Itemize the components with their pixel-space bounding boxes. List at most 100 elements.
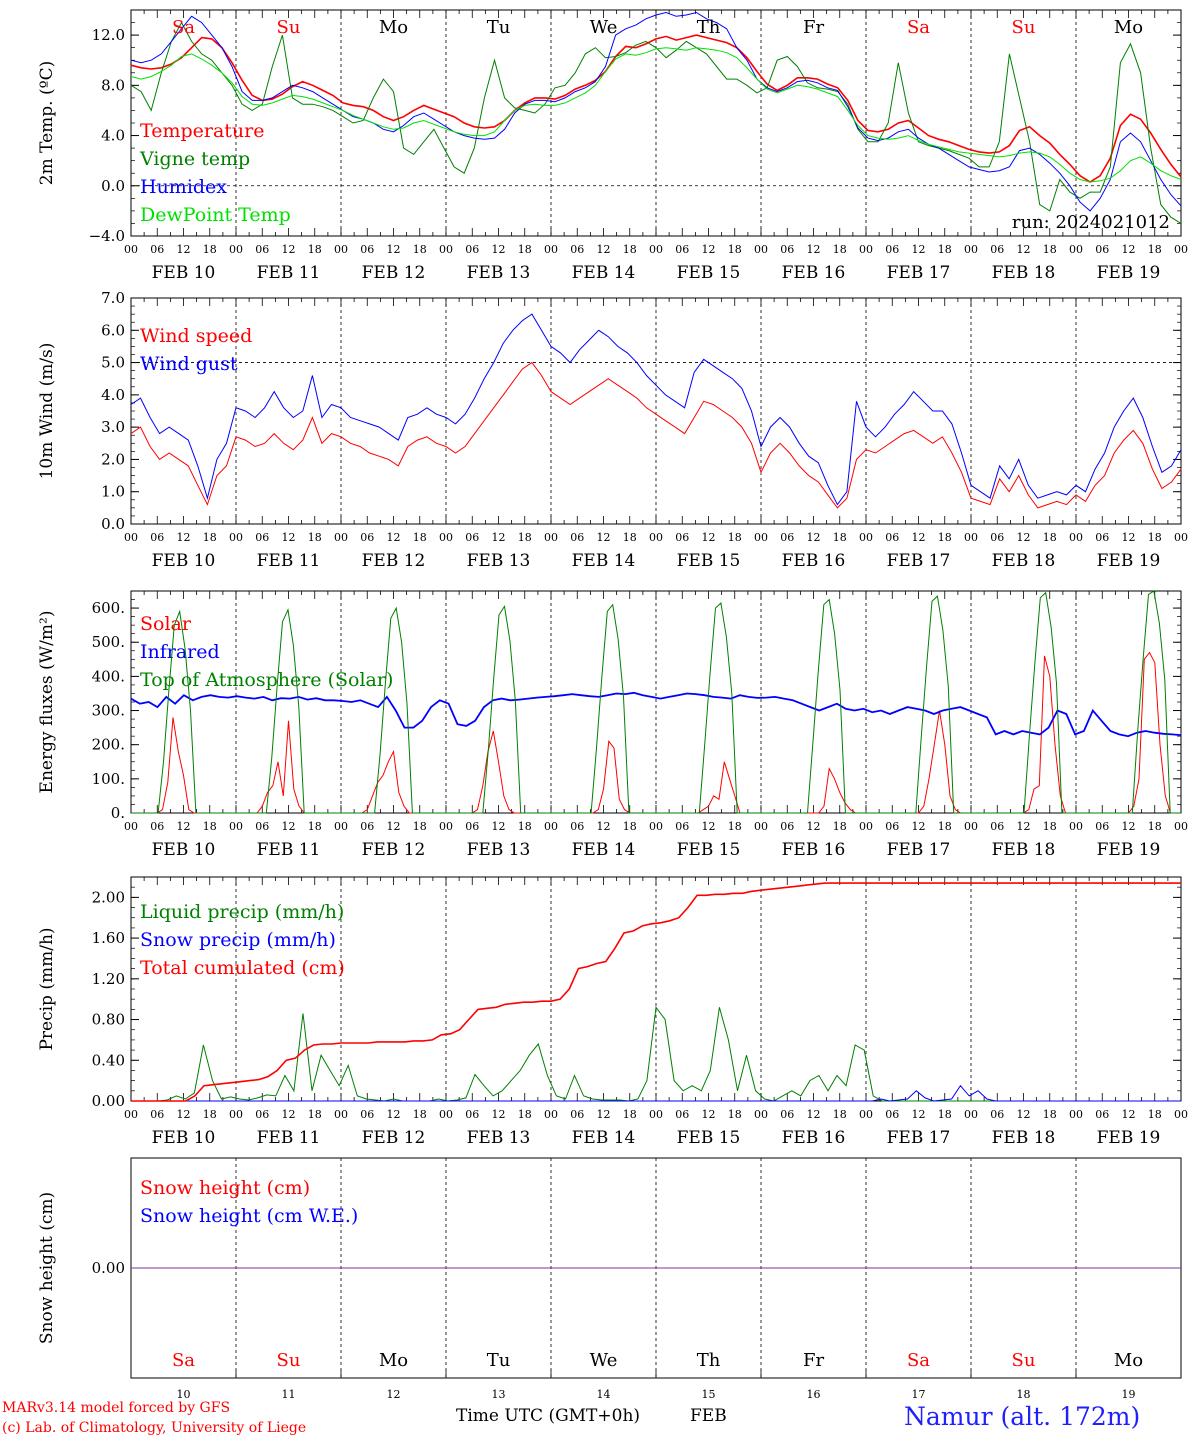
hour-tick-label: 12 <box>492 531 506 544</box>
hour-tick-label: 06 <box>1095 531 1109 544</box>
y-axis-label: Energy fluxes (W/m²) <box>37 611 57 794</box>
hour-tick-label: 12 <box>807 820 821 833</box>
hour-tick-label: 00 <box>754 531 768 544</box>
day-number-label: 16 <box>807 1388 821 1401</box>
date-label: FEB 14 <box>572 840 636 860</box>
hour-tick-label: 12 <box>387 1108 401 1121</box>
date-label: FEB 12 <box>362 551 426 571</box>
y-axis-label: 2m Temp. (ºC) <box>37 61 57 186</box>
hour-tick-label: 12 <box>282 820 296 833</box>
hour-tick-label: 12 <box>1017 531 1031 544</box>
y-tick-label: 400. <box>92 667 125 685</box>
hour-tick-label: 00 <box>964 1108 978 1121</box>
hour-tick-label: 18 <box>203 820 217 833</box>
weekday-label: We <box>590 1350 618 1371</box>
hour-tick-label: 12 <box>807 243 821 256</box>
date-label: FEB 16 <box>782 263 846 283</box>
hour-tick-label: 18 <box>308 820 322 833</box>
hour-tick-label: 18 <box>1148 1108 1162 1121</box>
date-label: FEB 12 <box>362 1128 426 1148</box>
hour-tick-label: 00 <box>544 1108 558 1121</box>
weekday-label: Th <box>697 17 721 38</box>
day-number-label: 17 <box>912 1388 926 1401</box>
hour-tick-label: 18 <box>413 531 427 544</box>
hour-tick-label: 06 <box>885 1108 899 1121</box>
hour-tick-label: 06 <box>780 243 794 256</box>
date-label: FEB 11 <box>257 840 321 860</box>
lab-credit-text: (c) Lab. of Climatology, University of L… <box>2 1420 307 1436</box>
date-label: FEB 12 <box>362 840 426 860</box>
hour-tick-label: 12 <box>492 1108 506 1121</box>
legend-entry: Top of Atmosphere (Solar) <box>140 669 393 691</box>
y-tick-label: 12.0 <box>92 26 125 44</box>
hour-tick-label: 06 <box>780 531 794 544</box>
date-label: FEB 19 <box>1097 551 1161 571</box>
weekday-label: Mo <box>1114 1350 1143 1371</box>
y-tick-label: 6.0 <box>101 321 125 339</box>
date-label: FEB 16 <box>782 551 846 571</box>
date-label: FEB 10 <box>152 263 216 283</box>
hour-tick-label: 18 <box>623 820 637 833</box>
legend-entry: Humidex <box>140 176 227 198</box>
hour-tick-label: 12 <box>807 1108 821 1121</box>
hour-tick-label: 00 <box>754 243 768 256</box>
hour-tick-label: 18 <box>518 1108 532 1121</box>
hour-tick-label: 12 <box>387 820 401 833</box>
y-tick-label: 100. <box>92 770 125 788</box>
weekday-label: Fr <box>803 17 824 38</box>
hour-tick-label: 18 <box>1148 243 1162 256</box>
hour-tick-label: 18 <box>728 820 742 833</box>
y-tick-label: 0.0 <box>101 177 125 195</box>
hour-tick-label: 18 <box>308 243 322 256</box>
hour-tick-label: 12 <box>912 243 926 256</box>
date-label: FEB 19 <box>1097 1128 1161 1148</box>
hour-tick-label: 12 <box>282 243 296 256</box>
hour-tick-label: 06 <box>465 1108 479 1121</box>
hour-tick-label: 18 <box>413 1108 427 1121</box>
hour-tick-label: 00 <box>334 820 348 833</box>
legend-entry: Infrared <box>140 641 220 663</box>
hour-tick-label: 12 <box>387 243 401 256</box>
day-number-label: 11 <box>282 1388 296 1401</box>
hour-tick-label: 12 <box>492 820 506 833</box>
weekday-label: Sa <box>907 1350 930 1371</box>
hour-tick-label: 12 <box>912 1108 926 1121</box>
hour-tick-label: 12 <box>387 531 401 544</box>
hour-tick-label: 00 <box>439 1108 453 1121</box>
hour-tick-label: 18 <box>623 531 637 544</box>
hour-tick-label: 06 <box>150 1108 164 1121</box>
date-label: FEB 11 <box>257 551 321 571</box>
date-label: FEB 17 <box>887 263 951 283</box>
y-axis-label: 10m Wind (m/s) <box>37 343 57 480</box>
y-tick-label: 8.0 <box>101 76 125 94</box>
hour-tick-label: 06 <box>675 531 689 544</box>
legend-entry: Temperature <box>140 120 264 142</box>
hour-tick-label: 00 <box>964 820 978 833</box>
hour-tick-label: 18 <box>308 531 322 544</box>
hour-tick-label: 00 <box>439 531 453 544</box>
weekday-label: Su <box>1012 1350 1036 1371</box>
y-tick-label: 5.0 <box>101 354 125 372</box>
hour-tick-label: 00 <box>649 1108 663 1121</box>
hour-tick-label: 18 <box>518 243 532 256</box>
hour-tick-label: 18 <box>623 1108 637 1121</box>
hour-tick-label: 06 <box>255 820 269 833</box>
date-label: FEB 16 <box>782 840 846 860</box>
hour-tick-label: 12 <box>1122 1108 1136 1121</box>
hour-tick-label: 18 <box>833 1108 847 1121</box>
hour-tick-label: 12 <box>492 243 506 256</box>
y-tick-label: 0.80 <box>92 1011 125 1029</box>
hour-tick-label: 06 <box>1095 1108 1109 1121</box>
date-label: FEB 10 <box>152 551 216 571</box>
date-label: FEB 13 <box>467 551 531 571</box>
hour-tick-label: 00 <box>124 1108 138 1121</box>
date-label: FEB 15 <box>677 840 741 860</box>
x-axis-month: FEB <box>690 1406 727 1426</box>
y-tick-label: 2.00 <box>92 888 125 906</box>
series-line-snow-precip-mm-h- <box>131 1084 1181 1102</box>
hour-tick-label: 06 <box>780 820 794 833</box>
y-tick-label: 7.0 <box>101 289 125 307</box>
series-line-humidex <box>130 11 1182 212</box>
run-annotation: run: 2024021012 <box>1012 212 1170 233</box>
series-line-top-of-atmosphere-solar- <box>131 590 1181 814</box>
